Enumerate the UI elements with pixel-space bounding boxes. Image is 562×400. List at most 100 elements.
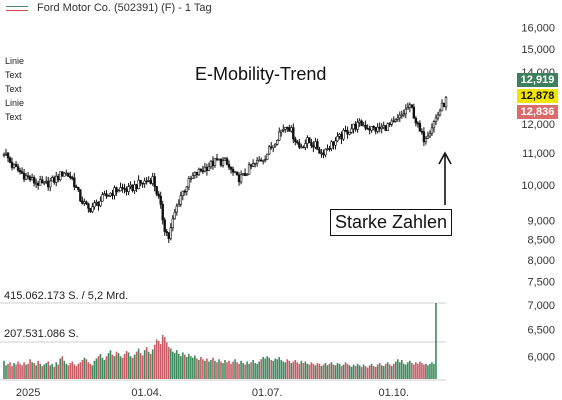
price-candle	[231, 166, 235, 176]
price-candle	[163, 217, 166, 236]
price-candle	[201, 165, 205, 174]
price-candle	[191, 172, 195, 179]
price-candle	[16, 163, 20, 173]
price-candle	[312, 141, 315, 152]
volume-bar	[151, 349, 154, 379]
volume-bar	[380, 365, 383, 379]
price-candle	[386, 122, 389, 132]
price-candle	[330, 140, 333, 152]
price-candle	[378, 122, 381, 133]
annotation-arrow	[438, 151, 452, 205]
volume-bar	[220, 361, 222, 379]
price-candle	[137, 175, 140, 190]
volume-bar	[15, 364, 17, 379]
volume-bar	[25, 364, 27, 379]
price-candle	[97, 201, 100, 211]
y-tick-label: 8,500	[527, 235, 555, 247]
volume-bar	[83, 357, 86, 379]
price-candle	[326, 144, 329, 151]
volume-bar	[35, 365, 37, 379]
price-candle	[292, 123, 295, 144]
price-candle	[284, 127, 287, 133]
volume-bar	[188, 353, 190, 379]
y-tick-label: 7,000	[527, 300, 555, 312]
volume-bar	[322, 364, 325, 379]
price-candle	[404, 104, 408, 119]
price-candle	[288, 124, 291, 132]
price-candle	[59, 171, 62, 182]
price-candle	[187, 176, 191, 191]
volume-bar	[431, 362, 433, 379]
price-candle	[55, 171, 58, 187]
volume-bar	[256, 363, 258, 379]
volume-bar	[111, 354, 114, 379]
price-candle	[364, 120, 367, 131]
price-candle	[298, 138, 301, 150]
volume-bar	[129, 356, 132, 379]
price-candle	[442, 102, 446, 108]
volume-bar	[167, 347, 170, 379]
volume-bar	[91, 365, 94, 379]
volume-bar	[13, 363, 15, 379]
volume-bar	[161, 334, 164, 379]
price-candle	[261, 159, 265, 165]
price-candle	[276, 139, 279, 146]
volume-bar	[338, 363, 341, 379]
volume-bar	[19, 363, 21, 379]
volume-bar	[246, 361, 248, 379]
price-candle	[233, 170, 237, 174]
volume-bar	[244, 364, 246, 379]
volume-bar	[394, 361, 397, 379]
volume-bar	[23, 362, 25, 379]
price-candle	[239, 170, 243, 185]
volume-bar	[370, 363, 373, 379]
volume-bar	[342, 364, 345, 379]
volume-bar	[103, 360, 106, 379]
price-candle	[265, 153, 269, 160]
volume-bar	[21, 365, 23, 379]
price-candle	[179, 191, 182, 207]
volume-bar	[141, 355, 144, 379]
price-candle	[360, 119, 363, 127]
price-candle	[123, 183, 126, 194]
volume-bar	[198, 360, 200, 379]
price-candle	[203, 162, 207, 173]
price-candle	[376, 123, 379, 134]
volume-bar	[415, 362, 417, 379]
price-candle	[20, 167, 24, 174]
volume-bar	[368, 365, 371, 379]
volume-bar	[352, 364, 355, 379]
volume-bar	[55, 362, 58, 379]
volume-bar	[232, 361, 234, 379]
volume-bar	[47, 361, 50, 379]
volume-bar	[45, 363, 47, 379]
price-candle	[388, 122, 391, 127]
price-candle	[416, 121, 420, 128]
volume-bar	[210, 360, 212, 379]
volume-bar	[378, 363, 381, 379]
volume-bar	[179, 356, 182, 379]
volume-bar	[157, 341, 160, 379]
price-candle	[344, 125, 347, 133]
price-candle	[251, 159, 255, 168]
price-candle	[89, 207, 92, 213]
price-candle	[253, 162, 257, 168]
legend-swatch-red	[6, 10, 28, 11]
price-candle	[290, 125, 293, 133]
volume-bar	[71, 361, 74, 379]
price-candle	[73, 172, 76, 191]
volume-bar	[252, 360, 254, 379]
volume-bar	[202, 359, 204, 379]
price-candle	[24, 173, 28, 181]
price-candle	[241, 173, 245, 176]
price-candle	[320, 149, 323, 158]
price-candle	[306, 135, 309, 149]
price-candle	[274, 143, 277, 148]
price-candle	[135, 183, 138, 193]
volume-bar	[326, 365, 329, 379]
price-candle	[418, 120, 422, 132]
volume-bar	[409, 360, 411, 379]
price-candle	[348, 131, 351, 136]
volume-bar	[398, 362, 401, 379]
price-candle	[426, 131, 430, 139]
